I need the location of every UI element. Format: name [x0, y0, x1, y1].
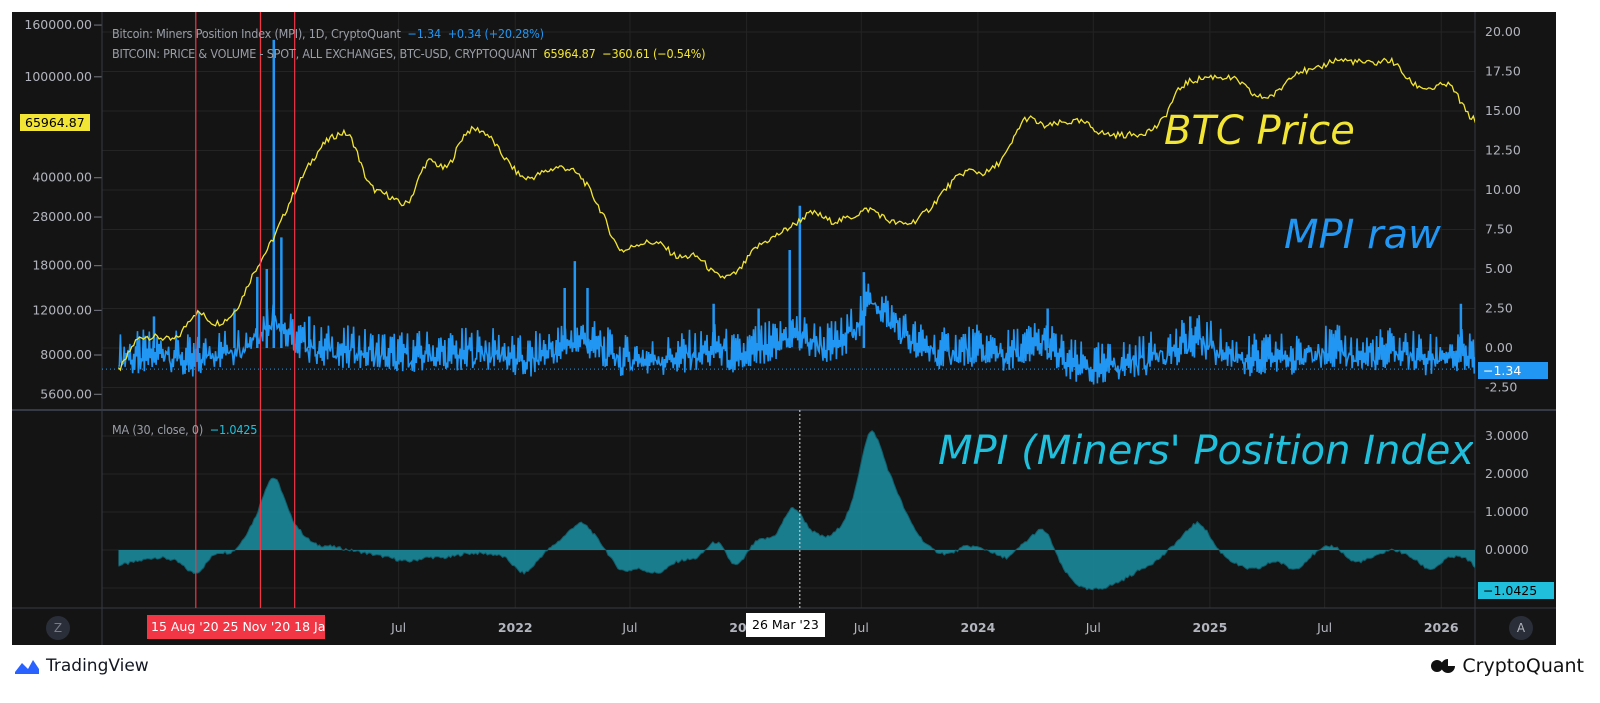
ma-axis-tick-label: 2.0000: [1485, 466, 1529, 481]
left-axis-tick-label: 5600.00: [40, 386, 92, 401]
right-axis-tick-label: -2.50: [1485, 380, 1517, 395]
cryptoquant-logo: CryptoQuant: [1430, 655, 1584, 677]
right-axis-tick-label: 17.50: [1485, 64, 1521, 79]
cursor-date-badge: 26 Mar '23: [746, 613, 825, 637]
tradingview-logo: TradingView: [14, 656, 149, 676]
mpi-annotation: MPI (Miners' Position Index, 30: [938, 428, 1473, 474]
left-axis-tick-label: 160000.00: [24, 17, 92, 32]
left-axis-tick-label: 18000.00: [32, 258, 92, 273]
mpi-raw-annotation: MPI raw: [1284, 212, 1441, 258]
right-axis-tick-label: 7.50: [1485, 222, 1513, 237]
price-legend-change: −360.61 (−0.54%): [602, 46, 706, 61]
time-axis-tick-label: 2025: [1193, 620, 1228, 635]
tradingview-icon: [15, 660, 39, 674]
ma-legend-value: −1.0425: [209, 422, 258, 437]
marker-dates-badge: 15 Aug '20 25 Nov '20 18 Jan '21: [147, 615, 325, 639]
mpi-raw-last-badge: −1.34: [1478, 362, 1548, 379]
mpi-legend: Bitcoin: Miners Position Index (MPI), 1D…: [112, 26, 544, 41]
price-legend-value: 65964.87: [543, 46, 596, 61]
mpi-raw-line: [118, 283, 1475, 385]
ma-legend: MA (30, close, 0) −1.0425: [112, 422, 257, 437]
right-axis-tick-label: 0.00: [1485, 340, 1513, 355]
price-legend: BITCOIN: PRICE & VOLUME - SPOT, ALL EXCH…: [112, 46, 706, 61]
chart-frame: 20.00 17.50 15.00 12.50 10.00 7.50 5.00 2.50 0.0…: [12, 12, 1556, 645]
cryptoquant-icon: [1431, 659, 1456, 673]
btc-price-line: [117, 56, 1475, 372]
ma-legend-title: MA (30, close, 0): [112, 422, 204, 437]
time-axis-tick-label: 2024: [961, 620, 996, 635]
time-axis-tick-label: Jul: [390, 620, 406, 635]
ma-line: [118, 430, 1475, 591]
left-axis-tick-label: 100000.00: [24, 69, 92, 84]
chart-canvas[interactable]: 20.00 17.50 15.00 12.50 10.00 7.50 5.00 2.50 0.0…: [12, 12, 1556, 645]
right-axis-tick-label: 15.00: [1485, 103, 1521, 118]
tradingview-label: TradingView: [46, 656, 149, 676]
time-axis-tick-label: 2026: [1424, 620, 1459, 635]
ma-axis-tick-label: 3.0000: [1485, 428, 1529, 443]
cryptoquant-label: CryptoQuant: [1462, 655, 1584, 677]
time-axis-tick-label: Jul: [1085, 620, 1101, 635]
mpi-legend-value: −1.34: [407, 26, 441, 41]
time-axis-tick-label: 2022: [498, 620, 533, 635]
left-axis-tick-label: 8000.00: [40, 347, 92, 362]
auto-scale-button[interactable]: A: [1509, 616, 1533, 640]
ma-last-badge: −1.0425: [1478, 582, 1554, 599]
ma-axis-tick-label: 1.0000: [1485, 504, 1529, 519]
btc-price-annotation: BTC Price: [1164, 108, 1355, 154]
mpi-annotation-clip: MPI (Miners' Position Index, 30: [932, 428, 1473, 488]
left-axis-tick-label: 40000.00: [32, 170, 92, 185]
left-axis-tick-label: 28000.00: [32, 209, 92, 224]
mpi-legend-change: +0.34 (+20.28%): [447, 26, 544, 41]
ma-axis-tick-label: 0.0000: [1485, 542, 1529, 557]
time-axis-tick-label: Jul: [853, 620, 869, 635]
right-axis-tick-label: 10.00: [1485, 182, 1521, 197]
right-axis-tick-label: 12.50: [1485, 143, 1521, 158]
right-axis-tick-label: 2.50: [1485, 301, 1513, 316]
price-legend-title: BITCOIN: PRICE & VOLUME - SPOT, ALL EXCH…: [112, 46, 537, 61]
log-scale-toggle-button[interactable]: Z: [46, 616, 70, 640]
price-last-badge: 65964.87: [20, 114, 90, 131]
time-axis-tick-label: Jul: [1316, 620, 1332, 635]
mpi-legend-title: Bitcoin: Miners Position Index (MPI), 1D…: [112, 26, 401, 41]
time-axis-tick-label: Jul: [621, 620, 637, 635]
left-axis-tick-label: 12000.00: [32, 302, 92, 317]
right-axis-tick-label: 5.00: [1485, 261, 1513, 276]
right-axis-tick-label: 20.00: [1485, 24, 1521, 39]
